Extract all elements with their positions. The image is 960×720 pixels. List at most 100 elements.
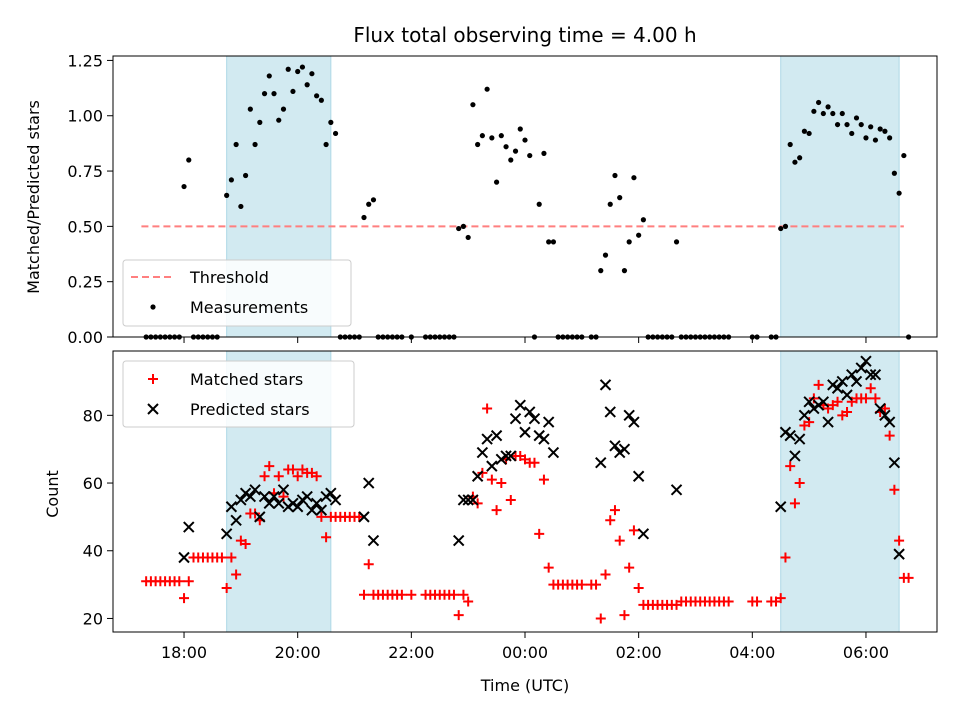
top-measurements-point-38 (328, 119, 334, 125)
bottom-predicted-stars-point-28 (367, 534, 380, 547)
top-measurements-point-98 (631, 175, 637, 181)
top-measurements-point-81 (546, 239, 552, 245)
top-measurements-point-27 (276, 117, 282, 123)
bottom-matched-stars-point-64 (458, 589, 469, 600)
bottom-predicted-stars-point-44 (524, 406, 536, 418)
bottom-predicted-stars-point-33 (471, 470, 484, 482)
bottom-predicted-stars-point-80 (864, 368, 877, 381)
bottom-predicted-stars-point-85 (888, 457, 901, 469)
bottom-matched-stars-point-89 (576, 579, 587, 590)
bottom-matched-stars-point-92 (595, 613, 606, 624)
top-measurements-point-139 (853, 115, 860, 121)
bottom-matched-stars-point-69 (482, 403, 493, 414)
top-measurements-point-26 (271, 91, 277, 97)
bottom-predicted-stars-point-13 (273, 497, 285, 510)
bottom-predicted-stars-point-79 (860, 355, 872, 367)
bottom-predicted-stars-point-19 (301, 490, 313, 503)
top-measurements-point-32 (299, 64, 306, 70)
bottom-legend: Matched stars Predicted stars (122, 360, 355, 428)
top-measurements-point-94 (612, 172, 618, 179)
bottom-matched-stars-point-8 (179, 593, 190, 604)
top-measurements-point-77 (527, 152, 533, 159)
bottom-matched-stars-point-138 (842, 406, 853, 417)
legend-measurements-label: Measurements (190, 298, 308, 317)
legend-predicted-swatch (147, 403, 159, 415)
bottom-predicted-stars-point-40 (505, 450, 517, 462)
top-y-tick-label-3: 0.75 (67, 162, 103, 181)
bottom-predicted-stars-point-77 (850, 375, 863, 388)
bottom-matched-stars-point-127 (789, 498, 800, 509)
top-measurements-point-73 (508, 157, 514, 163)
bottom-predicted-stars-point-45 (528, 413, 541, 425)
top-measurements-point-127 (797, 155, 803, 161)
x-tick-label-4: 02:00 (616, 643, 662, 662)
bottom-predicted-stars-point-39 (500, 450, 512, 462)
bottom-matched-stars-point-70 (486, 474, 497, 485)
bottom-predicted-stars-point-26 (358, 511, 370, 523)
top-measurements-point-65 (470, 102, 476, 108)
top-measurements-point-124 (782, 223, 789, 229)
top-measurements-point-79 (536, 201, 542, 207)
bottom-matched-stars-point-79 (529, 457, 540, 468)
top-measurements-point-16 (224, 192, 230, 198)
x-tick-label-6: 06:00 (843, 643, 889, 662)
bottom-predicted-stars-point-82 (874, 402, 886, 415)
bottom-matched-stars-point-119 (723, 596, 734, 607)
bottom-predicted-stars-point-0 (178, 551, 190, 564)
x-tick-label-2: 22:00 (388, 643, 434, 662)
top-legend-box (122, 259, 352, 327)
bottom-y-axis-label: Count (43, 470, 62, 518)
bottom-predicted-stars-point-36 (486, 460, 498, 472)
bottom-predicted-stars-point-34 (476, 446, 489, 459)
bottom-predicted-stars-point-30 (457, 494, 470, 506)
bottom-matched-stars-point-95 (609, 505, 620, 516)
legend-threshold-label: Threshold (189, 268, 269, 287)
bottom-predicted-stars-point-58 (632, 470, 645, 482)
bottom-matched-stars-point-18 (226, 552, 237, 563)
bottom-predicted-stars-point-84 (883, 416, 896, 428)
top-measurements-point-67 (479, 133, 485, 139)
top-measurements-point-123 (778, 225, 784, 232)
bottom-predicted-stars-point-17 (291, 501, 304, 513)
top-measurements-point-132 (820, 110, 826, 117)
bottom-matched-stars-point-63 (453, 610, 464, 621)
top-measurements-point-30 (290, 88, 296, 95)
bottom-predicted-stars-point-37 (490, 429, 503, 442)
bottom-matched-stars-point-16 (216, 552, 227, 563)
top-measurements-point-22 (252, 141, 258, 148)
bottom-matched-stars-point-93 (600, 569, 611, 580)
bottom-matched-stars-point-37 (316, 511, 327, 522)
top-measurements-point-141 (863, 135, 869, 141)
top-measurements-point-136 (839, 110, 845, 117)
bottom-matched-stars-point-9 (183, 576, 194, 587)
bottom-predicted-stars-point-4 (230, 514, 242, 526)
bottom-predicted-stars-point-20 (306, 504, 318, 516)
bottom-matched-stars-point-124 (775, 593, 786, 604)
bottom-predicted-stars-point-10 (258, 490, 271, 503)
bottom-matched-stars-point-19 (231, 569, 242, 580)
bottom-predicted-stars-point-48 (542, 416, 555, 428)
top-y-tick-label-2: 0.50 (67, 217, 103, 236)
top-measurements-point-28 (280, 106, 287, 112)
bottom-predicted-stars-point-1 (183, 521, 195, 533)
bottom-predicted-stars-point-25 (329, 494, 342, 506)
bottom-matched-stars-point-36 (311, 471, 322, 482)
bottom-predicted-stars-point-73 (831, 382, 844, 394)
top-measurements-point-68 (484, 86, 490, 92)
bottom-predicted-stars-point-70 (817, 396, 830, 408)
top-measurements-point-147 (891, 170, 897, 176)
bottom-predicted-stars-point-57 (628, 416, 640, 428)
top-measurements-point-138 (849, 130, 855, 137)
top-measurements-point-25 (266, 73, 272, 79)
bottom-predicted-stars-point-63 (784, 429, 796, 442)
top-measurements-point-135 (834, 121, 841, 128)
bottom-predicted-stars-point-7 (244, 490, 257, 503)
top-measurements-point-62 (456, 225, 462, 232)
legend-measurements-swatch (150, 304, 156, 310)
top-measurements-point-146 (887, 135, 893, 141)
top-y-tick-label-0: 0.00 (67, 328, 103, 347)
bottom-predicted-stars-point-78 (855, 362, 867, 374)
top-measurements-point-37 (323, 141, 329, 148)
bottom-matched-stars-point-100 (633, 582, 644, 593)
